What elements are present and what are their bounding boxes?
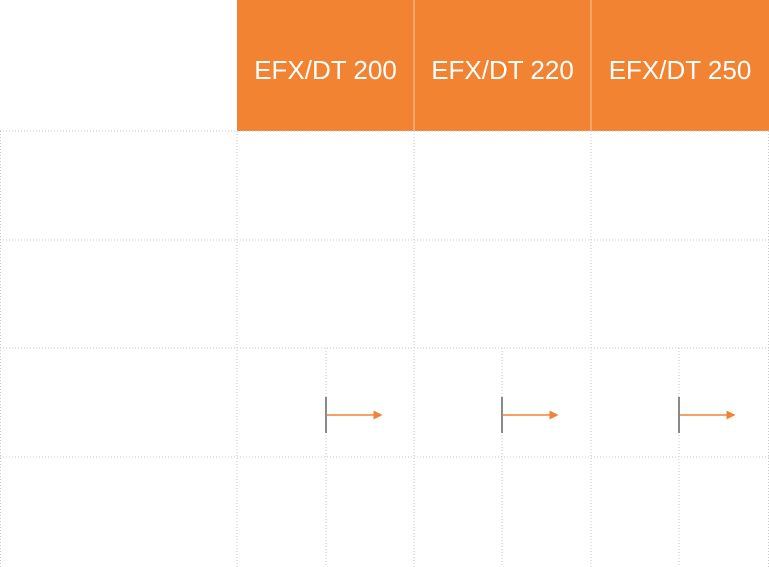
indicators <box>325 397 736 433</box>
grid <box>0 130 769 567</box>
column-header: EFX/DT 220 <box>431 55 574 85</box>
column-header: EFX/DT 250 <box>609 55 752 85</box>
header-band <box>237 0 769 131</box>
column-header: EFX/DT 200 <box>254 55 397 85</box>
